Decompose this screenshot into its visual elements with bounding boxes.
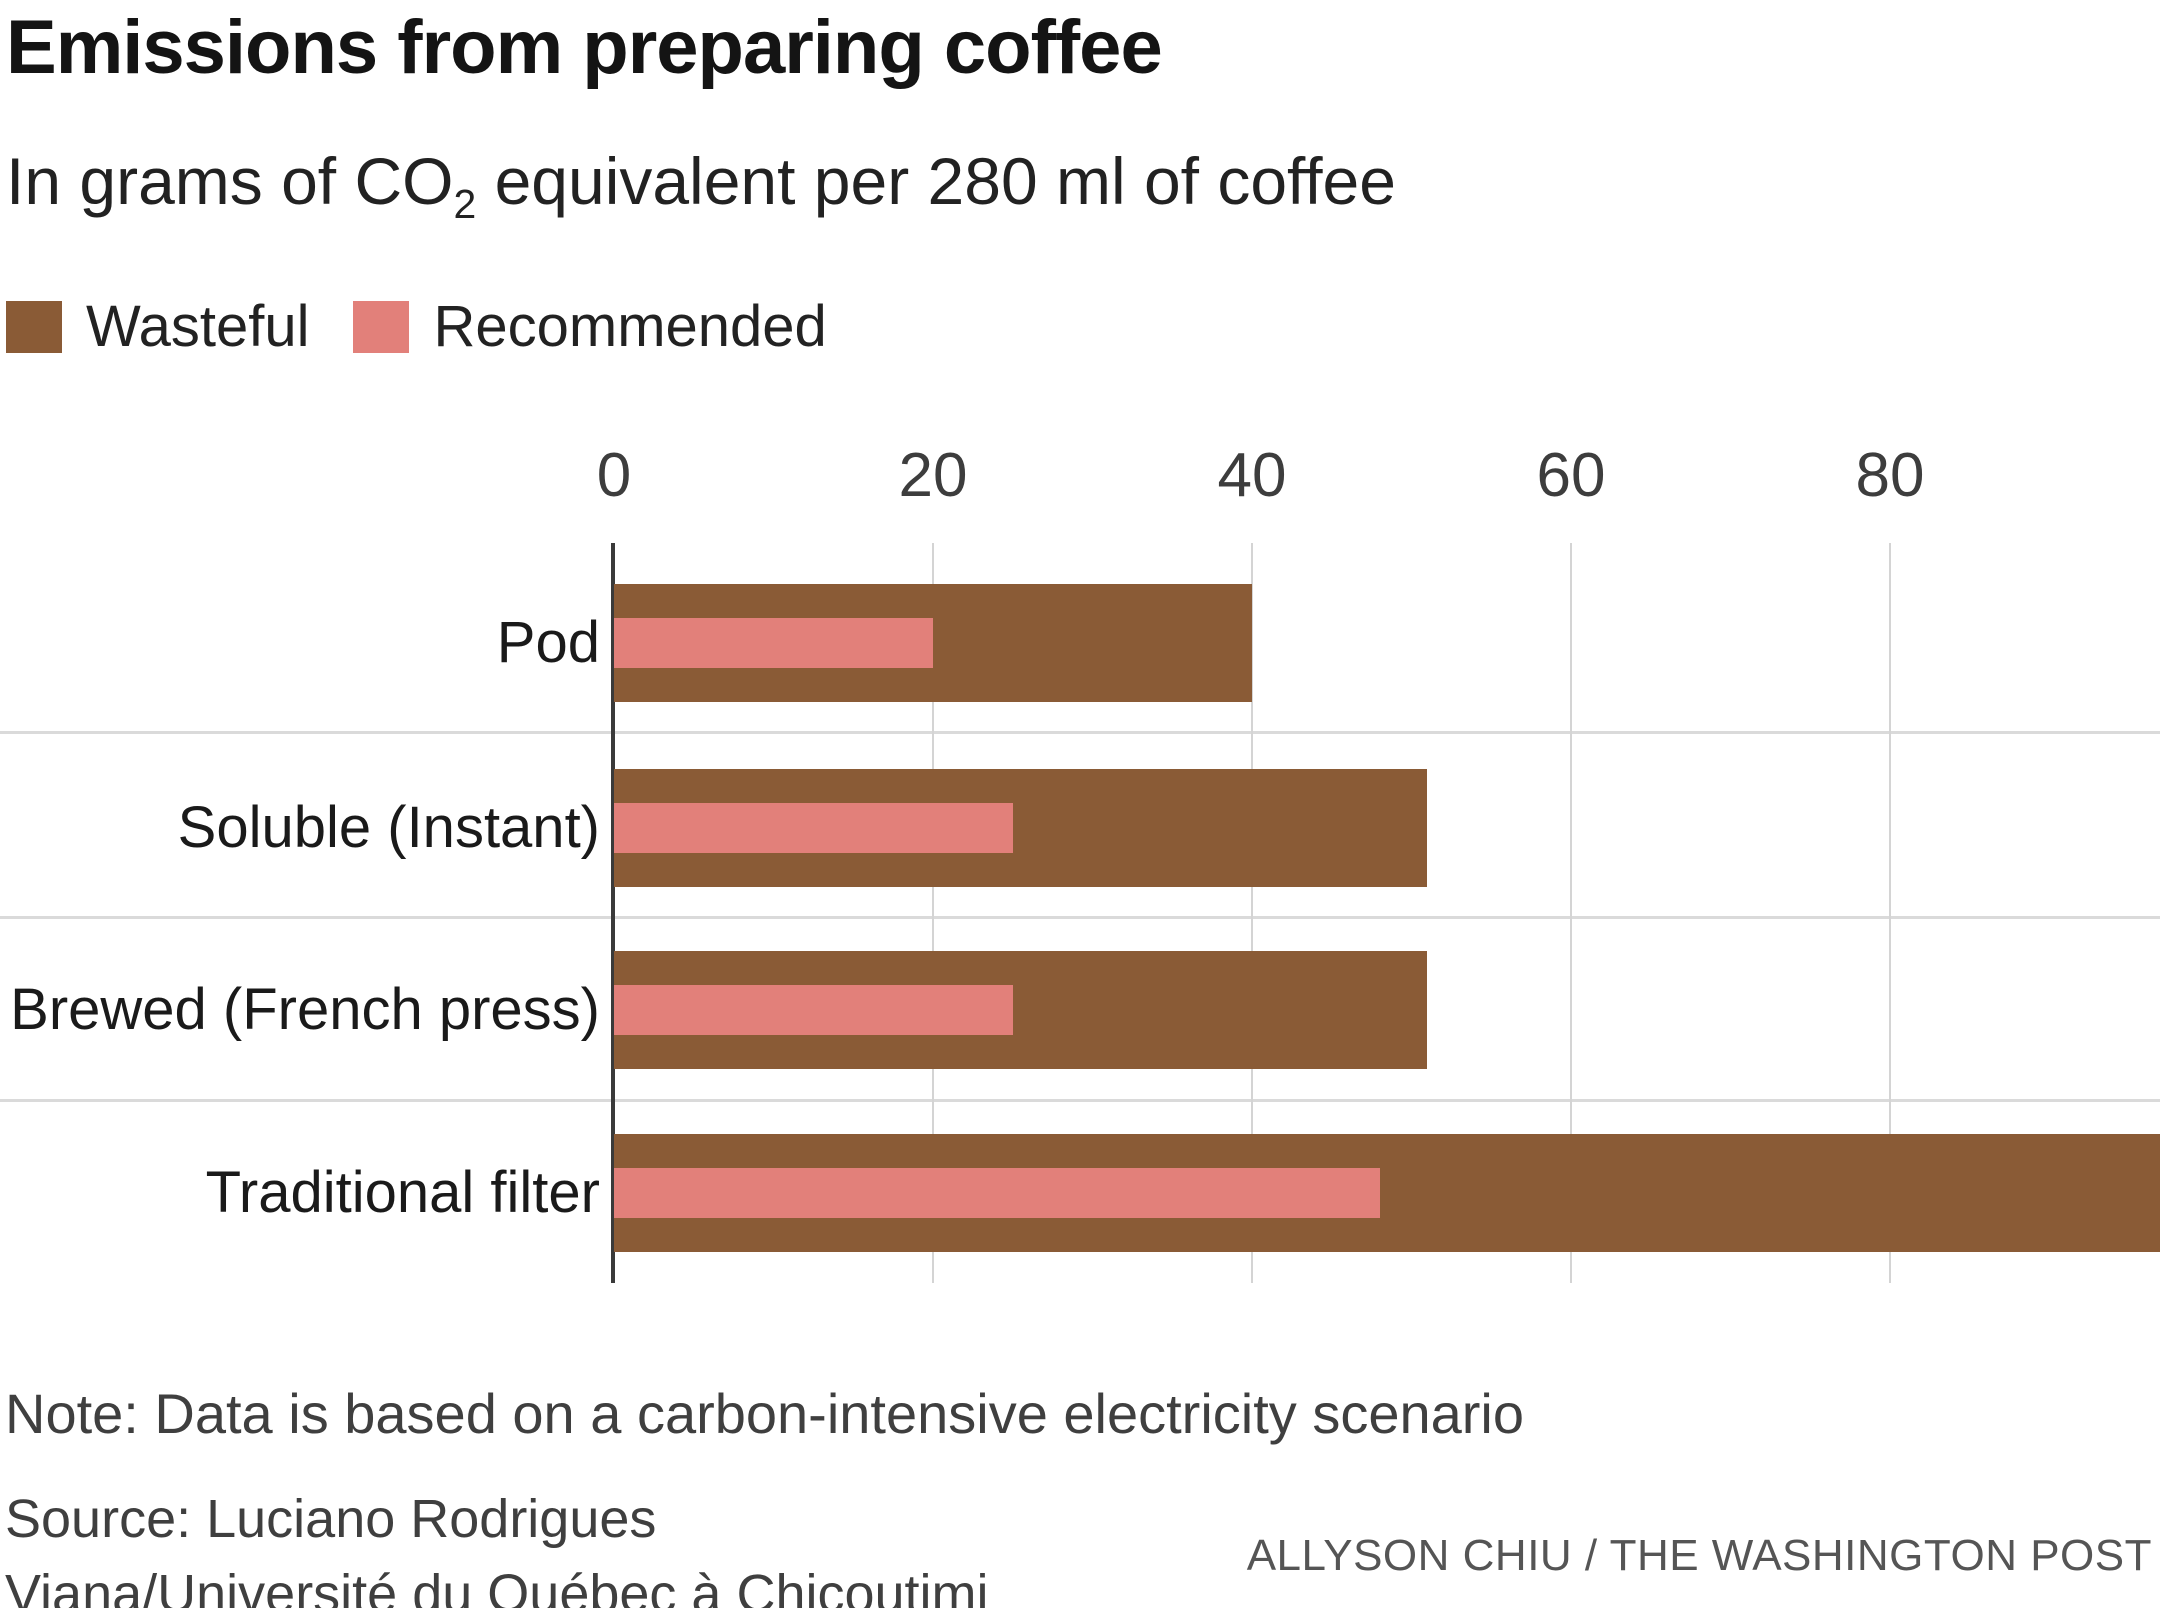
recommended-color-swatch [353,301,410,353]
gridline-80 [1889,543,1891,1283]
category-label-3: Traditional filter [205,1160,600,1225]
x-tick-label-20: 20 [898,441,968,510]
gridline-60 [1570,543,1572,1283]
bar-recommended-0 [614,618,933,668]
gridline-20 [932,543,934,1283]
x-tick-label-40: 40 [1217,441,1287,510]
source-text: Source: Luciano Rodrigues Viana/Universi… [5,1489,989,1608]
wasteful-color-swatch [6,301,62,353]
subtitle-text-suffix: equivalent per 280 ml of coffee [476,144,1396,218]
row-separator-0 [0,731,2160,734]
y-axis-baseline [611,543,615,1283]
legend-label-wasteful: Wasteful [86,294,310,359]
category-label-1: Soluble (Instant) [177,795,600,860]
legend-item-wasteful: Wasteful [6,298,309,356]
bar-recommended-1 [614,803,1013,853]
legend: Wasteful Recommended [6,298,827,356]
x-tick-label-0: 0 [596,441,632,510]
note-text: Note: Data is based on a carbon-intensiv… [5,1382,1524,1445]
row-separator-2 [0,1099,2160,1102]
category-label-2: Brewed (French press) [10,977,600,1042]
subtitle-co2-subscript: 2 [453,181,477,228]
legend-item-recommended: Recommended [353,294,827,359]
bar-recommended-2 [614,985,1013,1035]
gridline-40 [1251,543,1253,1283]
category-label-0: Pod [496,610,600,675]
chart-title: Emissions from preparing coffee [6,5,1163,90]
bar-recommended-3 [614,1168,1380,1218]
x-tick-label-60: 60 [1536,441,1606,510]
credit-text: ALLYSON CHIU / THE WASHINGTON POST [1246,1531,2152,1580]
legend-label-recommended: Recommended [433,294,827,359]
x-tick-label-80: 80 [1855,441,1925,510]
subtitle-text-prefix: In grams of CO [6,144,454,218]
chart-subtitle: In grams of CO2 equivalent per 280 ml of… [6,148,1396,225]
row-separator-1 [0,916,2160,919]
